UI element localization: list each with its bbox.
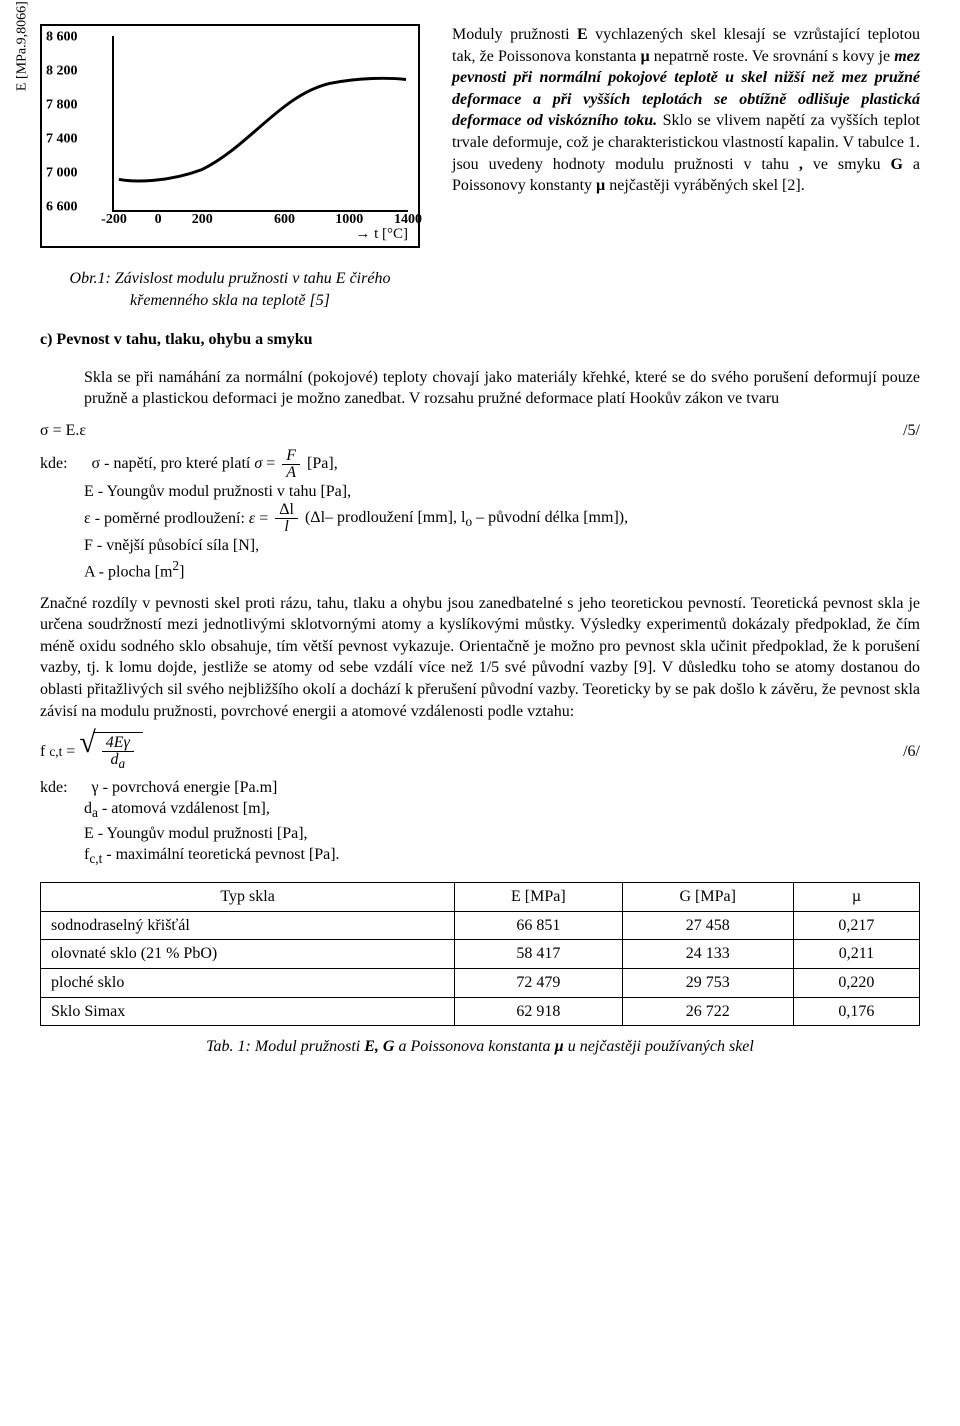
table-cell: 72 479	[455, 969, 622, 998]
eq6-number: /6/	[903, 741, 920, 763]
table-caption: Tab. 1: Modul pružnosti E, G a Poissonov…	[40, 1036, 920, 1058]
table-cell: 58 417	[455, 940, 622, 969]
table-cell: 24 133	[622, 940, 793, 969]
table-row: sodnodraselný křišťál66 85127 4580,217	[41, 911, 920, 940]
where-sigma: kde: σ - napětí, pro které platí σ = F A…	[40, 448, 920, 481]
sqrt: √ 4Eγ da	[79, 732, 143, 771]
x-axis-label: → t [°C]	[355, 224, 408, 244]
table-cell: Sklo Simax	[41, 997, 455, 1026]
where-gamma: kde: γ - povrchová energie [Pa.m]	[40, 777, 920, 799]
table-header: µ	[793, 883, 919, 912]
frac-den-da: da	[106, 752, 129, 771]
x-tick: 0	[155, 211, 162, 230]
table-header: E [MPa]	[455, 883, 622, 912]
eq6-body: fc,t = √ 4Eγ da	[40, 732, 143, 771]
properties-table: Typ sklaE [MPa]G [MPa]µ sodnodraselný kř…	[40, 882, 920, 1026]
plot-area: -200020060010001400→ t [°C]	[112, 36, 408, 212]
table-body: sodnodraselný křišťál66 85127 4580,217ol…	[41, 911, 920, 1025]
equals: =	[266, 453, 275, 475]
y-tick: 7 400	[46, 131, 78, 150]
x-tick: 600	[274, 211, 295, 230]
fraction-dll: Δl l	[275, 502, 298, 535]
where-E2: E - Youngův modul pružnosti [Pa],	[84, 823, 920, 845]
eps-text: ε - poměrné prodloužení:	[84, 508, 245, 530]
eq5-body: σ = E.ε	[40, 420, 86, 442]
table-cell: 0,211	[793, 940, 919, 969]
table-row: olovnaté sklo (21 % PbO)58 41724 1330,21…	[41, 940, 920, 969]
table-row: ploché sklo72 47929 7530,220	[41, 969, 920, 998]
table-header-row: Typ sklaE [MPa]G [MPa]µ	[41, 883, 920, 912]
table-cell: 0,220	[793, 969, 919, 998]
y-tick: 8 200	[46, 63, 78, 82]
table-header: G [MPa]	[622, 883, 793, 912]
table-cell: sodnodraselný křišťál	[41, 911, 455, 940]
table-cell: 27 458	[622, 911, 793, 940]
x-tick: 200	[192, 211, 213, 230]
where-da: da - atomová vzdálenost [m],	[84, 798, 920, 822]
intro-paragraph: Moduly pružnosti E vychlazených skel kle…	[452, 24, 920, 311]
eq5-number: /5/	[903, 420, 920, 442]
y-tick: 7 800	[46, 97, 78, 116]
table-cell: 0,176	[793, 997, 919, 1026]
frac-num-dl: Δl	[275, 502, 298, 519]
x-tick: -200	[101, 211, 127, 230]
equals2: =	[259, 508, 268, 530]
frac-den-A: A	[282, 465, 300, 481]
table-cell: 29 753	[622, 969, 793, 998]
section-c-intro: Skla se při namáhání za normální (pokojo…	[84, 367, 920, 410]
sigma-unit: [Pa],	[307, 453, 338, 475]
where-block: kde: σ - napětí, pro které platí σ = F A…	[40, 448, 920, 583]
equation-6: fc,t = √ 4Eγ da /6/	[40, 732, 920, 771]
y-axis-ticks: E [MPa.9,8066] 8 6008 2007 8007 4007 000…	[46, 30, 106, 242]
eps-post: (Δl– prodloužení [mm], lo – původní délk…	[305, 507, 628, 531]
where-fct: fc,t - maximální teoretická pevnost [Pa]…	[84, 844, 920, 868]
where-block-2: kde: γ - povrchová energie [Pa.m] da - a…	[40, 777, 920, 869]
y-tick: 7 000	[46, 165, 78, 184]
kde-label: kde:	[40, 453, 68, 475]
sigma-text: σ - napětí, pro které platí	[92, 453, 251, 475]
table-header: Typ skla	[41, 883, 455, 912]
fraction-FA: F A	[282, 448, 300, 481]
line-curve	[114, 36, 408, 210]
equation-5: σ = E.ε /5/	[40, 420, 920, 442]
table-cell: olovnaté sklo (21 % PbO)	[41, 940, 455, 969]
table-row: Sklo Simax62 91826 7220,176	[41, 997, 920, 1026]
table-cell: 66 851	[455, 911, 622, 940]
page: E [MPa.9,8066] 8 600 8 200 7 800 7 400 7 000…	[0, 0, 960, 1118]
table-cell: ploché sklo	[41, 969, 455, 998]
frac-den-l: l	[280, 519, 292, 535]
chart-box: E [MPa.9,8066] 8 6008 2007 8007 4007 000…	[40, 24, 420, 248]
where-F: F - vnější působící síla [N],	[84, 535, 920, 557]
eps-symbol: ε	[249, 508, 255, 530]
where-eps: ε - poměrné prodloužení: ε = Δl l (Δl– p…	[84, 502, 920, 535]
table-cell: 26 722	[622, 997, 793, 1026]
table-cell: 0,217	[793, 911, 919, 940]
y-tick: 8 600	[46, 29, 78, 48]
figure-column: E [MPa.9,8066] 8 6008 2007 8007 4007 000…	[40, 24, 420, 311]
y-tick: 6 600	[46, 199, 78, 218]
where-E: E - Youngův modul pružnosti v tahu [Pa],	[84, 481, 920, 503]
section-c-title: c) Pevnost v tahu, tlaku, ohybu a smyku	[40, 329, 920, 351]
fraction-4Egamma: 4Eγ da	[102, 735, 134, 771]
frac-num-F: F	[282, 448, 300, 465]
frac-num-4Eg: 4Eγ	[102, 735, 134, 752]
table-cell: 62 918	[455, 997, 622, 1026]
top-row: E [MPa.9,8066] 8 6008 2007 8007 4007 000…	[40, 24, 920, 311]
y-axis-label: E [MPa.9,8066]	[14, 1, 33, 91]
figure-caption: Obr.1: Závislost modulu pružnosti v tahu…	[40, 268, 420, 311]
where-A: A - plocha [m2]	[84, 557, 920, 583]
sigma-symbol: σ	[254, 453, 262, 475]
theory-paragraph: Značné rozdíly v pevnosti skel proti ráz…	[40, 593, 920, 723]
